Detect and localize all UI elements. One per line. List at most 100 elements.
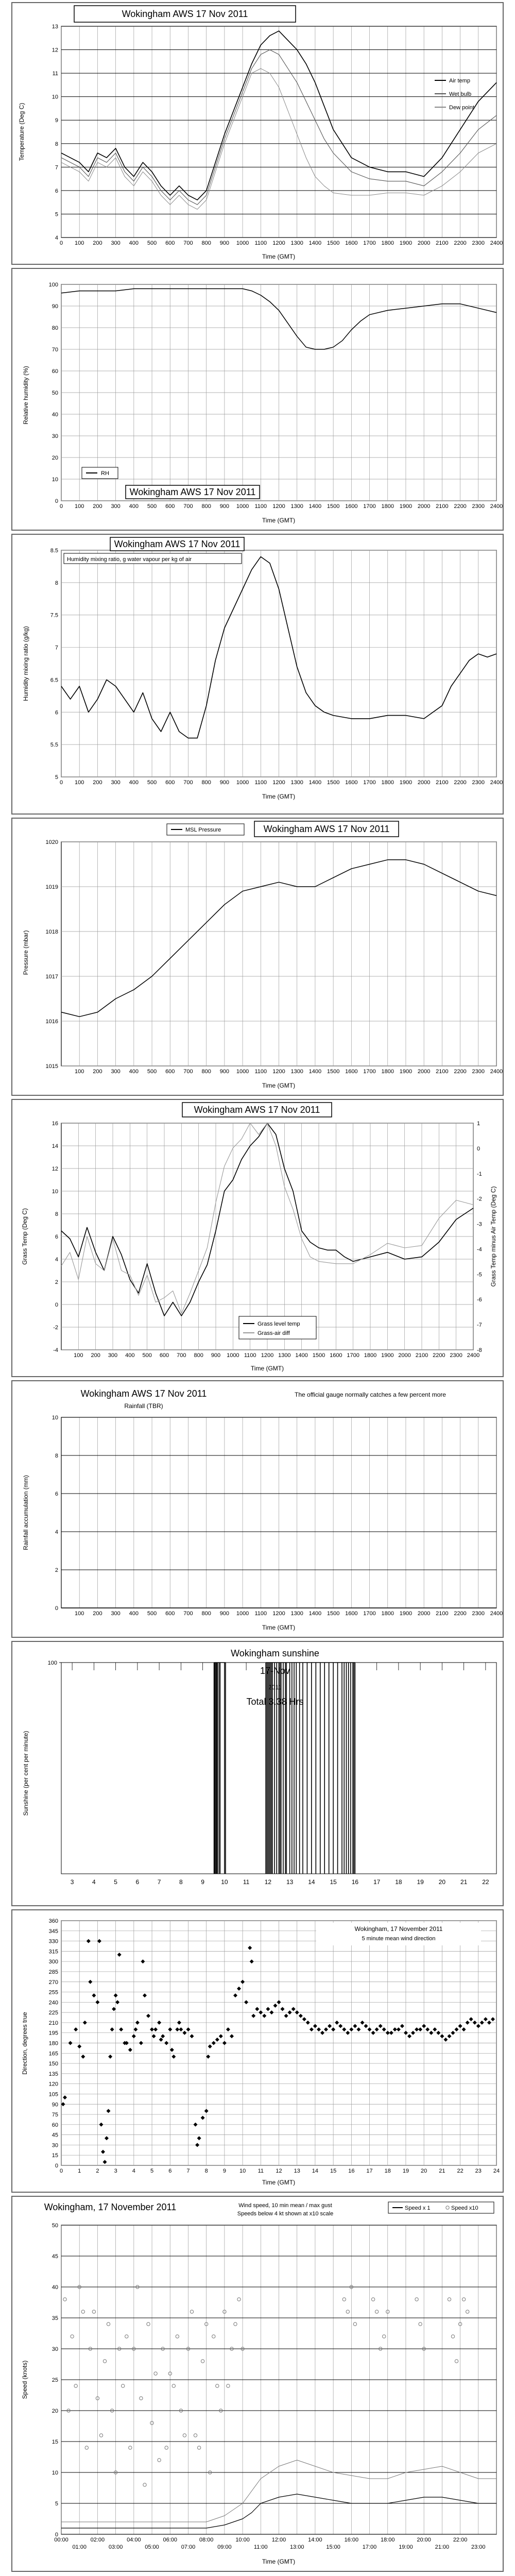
direction-point [295,2010,299,2015]
x-axis-label: Time (GMT) [262,253,295,260]
direction-point [451,2030,455,2035]
direction-point [117,1953,122,1957]
x-tick-label: 800 [201,779,211,786]
x-tick-label: 100 [75,240,84,246]
x-tick-label: 1600 [345,240,357,246]
speed-x10-point [230,2347,234,2351]
y-axis-label: Humidity mixing ratio (g/kg) [22,626,29,701]
x-tick-label: 2300 [472,779,485,786]
direction-point [396,2027,401,2032]
speed-x10-point [179,2409,183,2413]
x-tick-label: 400 [129,1069,139,1075]
title-box [182,1102,332,1117]
x-tick-label: 900 [220,1611,229,1617]
direction-point [331,2027,336,2032]
x-tick-label: 900 [220,240,229,246]
direction-point [153,2027,158,2032]
x-tick-label: 16 [348,2168,354,2174]
x-axis-label: Time (GMT) [262,2558,295,2565]
x-tick-label: 09:00 [217,2544,232,2550]
direction-point [269,2010,274,2015]
direction-point [215,2037,219,2042]
speed-x10-point [66,2409,71,2413]
x-tick-label: 18:00 [381,2537,395,2543]
x-tick-label: 4 [92,1878,96,1886]
humidity-chart: 0 100 200 300 400 500 600 700 800 900 1000 1100 1200… [22,282,503,524]
x-axis-label: Time (GMT) [262,793,295,800]
x-tick-label: 16:00 [345,2537,359,2543]
x-tick-label: 3 [71,1878,74,1886]
y-tick-label: 10 [52,477,58,483]
x-tick-label: 1300 [290,779,303,786]
y-tick-label: 12 [52,1166,58,1172]
speed-x10-point [168,2371,172,2376]
speed-x10-point [212,2334,216,2338]
x-tick-label: 2100 [436,1611,448,1617]
direction-point [115,2000,120,2005]
y-axis-label: Speed (knots) [21,2361,28,2399]
series-line [61,30,497,200]
y-tick-label: 0 [55,2163,58,2169]
direction-point [110,2027,114,2032]
direction-point [273,2003,278,2008]
x-tick-label: 02:00 [91,2537,105,2543]
x-tick-label: 200 [93,1069,102,1075]
x-axis-label: Time (GMT) [262,517,295,524]
y-tick-label: 8 [55,1211,58,1217]
y2-tick-label: -3 [477,1222,482,1228]
y-tick-label: 16 [52,1121,58,1127]
y-axis-label: Relative humidity (%) [22,366,29,424]
direction-point [164,2041,169,2045]
x-tick-label: 12 [276,2168,282,2174]
x-tick-label: 300 [111,1069,120,1075]
x-tick-label: 2300 [472,240,485,246]
x-tick-label: 2100 [436,1069,448,1075]
y2-tick-label: -2 [477,1196,482,1202]
direction-point [169,2047,174,2052]
direction-point [159,2037,163,2042]
x-tick-label: 07:00 [181,2544,196,2550]
x-tick-label: 1600 [345,1611,357,1617]
x-tick-label: 1100 [254,503,267,510]
speed-x10-point [106,2322,111,2326]
x-tick-label: 4 [132,2168,135,2174]
direction-point [472,2020,477,2025]
x-tick-label: 10:00 [235,2537,250,2543]
speed-x10-point [349,2285,353,2289]
y2-tick-label: 0 [477,1146,480,1152]
x-tick-label: 2000 [418,1611,430,1617]
x-tick-label: 300 [111,503,120,510]
y2-tick-label: 1 [477,1121,480,1127]
x-tick-label: 700 [183,1611,193,1617]
direction-point [106,2109,111,2113]
x-tick-label: 1900 [400,1611,412,1617]
direction-point [68,2041,73,2045]
direction-point [255,2007,260,2011]
legend-label: Air temp [449,78,470,84]
x-tick-label: 2300 [472,503,485,510]
subtitle-box [63,553,242,564]
x-tick-label: 14 [308,1878,315,1886]
direction-point [81,2054,85,2059]
plot-area: 0 5 10 15 20 25 30 35 40 45 50 00:00 01:00 02:00 03:00… [52,2223,497,2550]
x-tick-label: 04:00 [127,2537,141,2543]
x-tick-label: 900 [211,1352,220,1359]
speed-x10-point [222,2310,227,2314]
direction-point [119,2027,124,2032]
direction-point [241,1979,245,1984]
x-tick-label: 1400 [309,503,321,510]
x-tick-label: 24 [493,2168,500,2174]
y-tick-label: 0 [55,1302,58,1308]
speed-x10-point [92,2310,96,2314]
y-tick-label: 40 [52,2284,58,2291]
direction-point [465,2020,470,2025]
series-line [61,556,497,739]
panel-sunshine: 3 4 5 6 7 8 9 10 11 12 13 14 15 16 17 18 19 20 21 22 100 Woki… [11,1641,504,1906]
x-tick-label: 0 [60,240,63,246]
x-tick-label: 400 [129,1611,139,1617]
y-tick-label: 345 [49,1928,58,1935]
direction-point [74,2027,78,2032]
direction-point [204,2109,209,2113]
x-tick-label: 2000 [398,1352,410,1359]
x-tick-label: 1200 [272,779,285,786]
